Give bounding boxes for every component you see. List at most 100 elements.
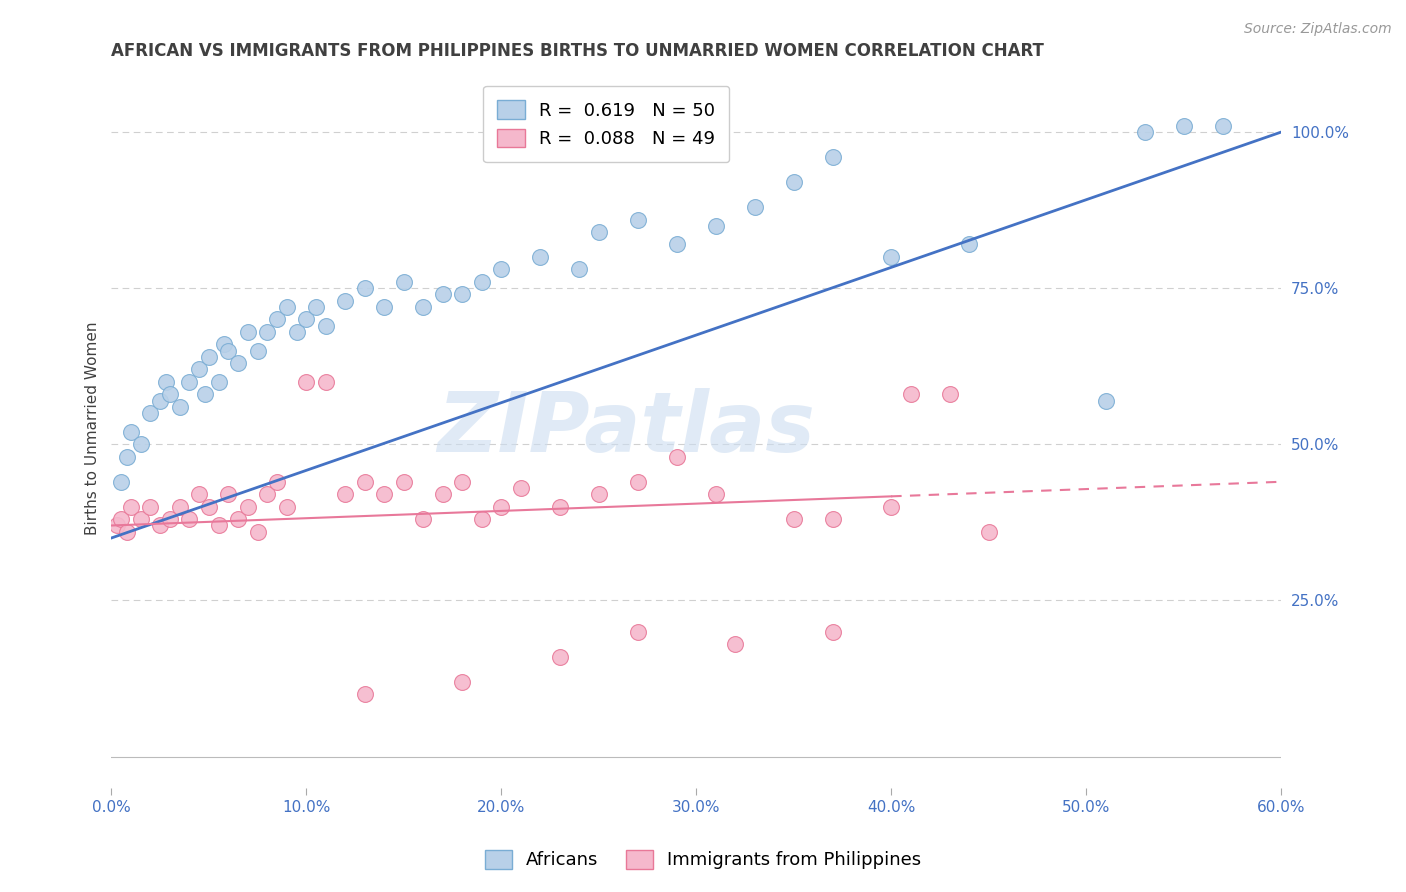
Point <box>276 300 298 314</box>
Point <box>1212 119 1234 133</box>
Point <box>285 325 308 339</box>
Point <box>588 487 610 501</box>
Point <box>529 250 551 264</box>
Point <box>139 500 162 514</box>
Point <box>335 293 357 308</box>
Point <box>276 500 298 514</box>
Point <box>704 487 727 501</box>
Point <box>149 518 172 533</box>
Point <box>957 237 980 252</box>
Point <box>412 512 434 526</box>
Point <box>149 393 172 408</box>
Point <box>977 524 1000 539</box>
Point <box>548 500 571 514</box>
Point <box>105 518 128 533</box>
Point <box>129 512 152 526</box>
Point <box>821 150 844 164</box>
Point <box>627 475 650 489</box>
Point <box>353 281 375 295</box>
Point <box>665 450 688 464</box>
Point <box>169 500 191 514</box>
Legend: R =  0.619   N = 50, R =  0.088   N = 49: R = 0.619 N = 50, R = 0.088 N = 49 <box>484 86 730 162</box>
Point <box>373 487 395 501</box>
Point <box>568 262 591 277</box>
Point <box>1133 125 1156 139</box>
Point <box>188 362 211 376</box>
Point <box>821 512 844 526</box>
Point <box>295 375 318 389</box>
Point <box>226 356 249 370</box>
Point <box>783 175 806 189</box>
Point <box>120 500 142 514</box>
Point <box>392 475 415 489</box>
Text: AFRICAN VS IMMIGRANTS FROM PHILIPPINES BIRTHS TO UNMARRIED WOMEN CORRELATION CHA: AFRICAN VS IMMIGRANTS FROM PHILIPPINES B… <box>111 42 1045 60</box>
Point <box>295 312 318 326</box>
Point <box>491 500 513 514</box>
Point <box>353 475 375 489</box>
Point <box>236 500 259 514</box>
Point <box>432 487 454 501</box>
Point <box>246 343 269 358</box>
Point <box>266 475 288 489</box>
Point <box>129 437 152 451</box>
Point <box>194 387 217 401</box>
Point <box>207 375 229 389</box>
Point <box>724 637 747 651</box>
Point <box>1173 119 1195 133</box>
Point <box>256 325 278 339</box>
Point <box>821 624 844 639</box>
Point <box>256 487 278 501</box>
Point <box>139 406 162 420</box>
Point <box>315 318 337 333</box>
Y-axis label: Births to Unmarried Women: Births to Unmarried Women <box>86 322 100 535</box>
Point <box>305 300 328 314</box>
Point <box>179 375 201 389</box>
Point <box>159 512 181 526</box>
Point <box>451 287 474 301</box>
Point <box>110 512 132 526</box>
Text: Source: ZipAtlas.com: Source: ZipAtlas.com <box>1244 22 1392 37</box>
Point <box>207 518 229 533</box>
Point <box>744 200 766 214</box>
Point <box>548 649 571 664</box>
Point <box>315 375 337 389</box>
Point <box>451 674 474 689</box>
Point <box>120 425 142 439</box>
Text: ZIPatlas: ZIPatlas <box>437 388 815 469</box>
Point <box>880 500 903 514</box>
Point <box>335 487 357 501</box>
Point <box>217 487 239 501</box>
Point <box>179 512 201 526</box>
Point <box>188 487 211 501</box>
Point <box>704 219 727 233</box>
Point <box>246 524 269 539</box>
Point <box>115 524 138 539</box>
Point <box>214 337 236 351</box>
Point <box>110 475 132 489</box>
Point <box>451 475 474 489</box>
Point <box>155 375 177 389</box>
Point <box>412 300 434 314</box>
Point <box>392 275 415 289</box>
Point <box>471 275 494 289</box>
Point <box>198 350 221 364</box>
Point <box>491 262 513 277</box>
Point <box>236 325 259 339</box>
Point <box>509 481 531 495</box>
Point <box>432 287 454 301</box>
Point <box>169 400 191 414</box>
Point <box>1094 393 1116 408</box>
Point <box>588 225 610 239</box>
Point <box>471 512 494 526</box>
Point <box>900 387 922 401</box>
Point <box>266 312 288 326</box>
Point <box>198 500 221 514</box>
Point <box>353 687 375 701</box>
Point <box>938 387 960 401</box>
Point <box>217 343 239 358</box>
Point <box>159 387 181 401</box>
Point <box>880 250 903 264</box>
Point <box>226 512 249 526</box>
Point <box>783 512 806 526</box>
Point <box>373 300 395 314</box>
